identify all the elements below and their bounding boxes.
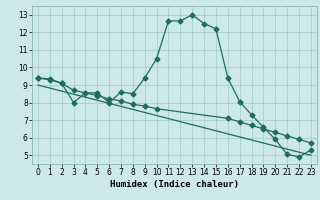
X-axis label: Humidex (Indice chaleur): Humidex (Indice chaleur) (110, 180, 239, 189)
